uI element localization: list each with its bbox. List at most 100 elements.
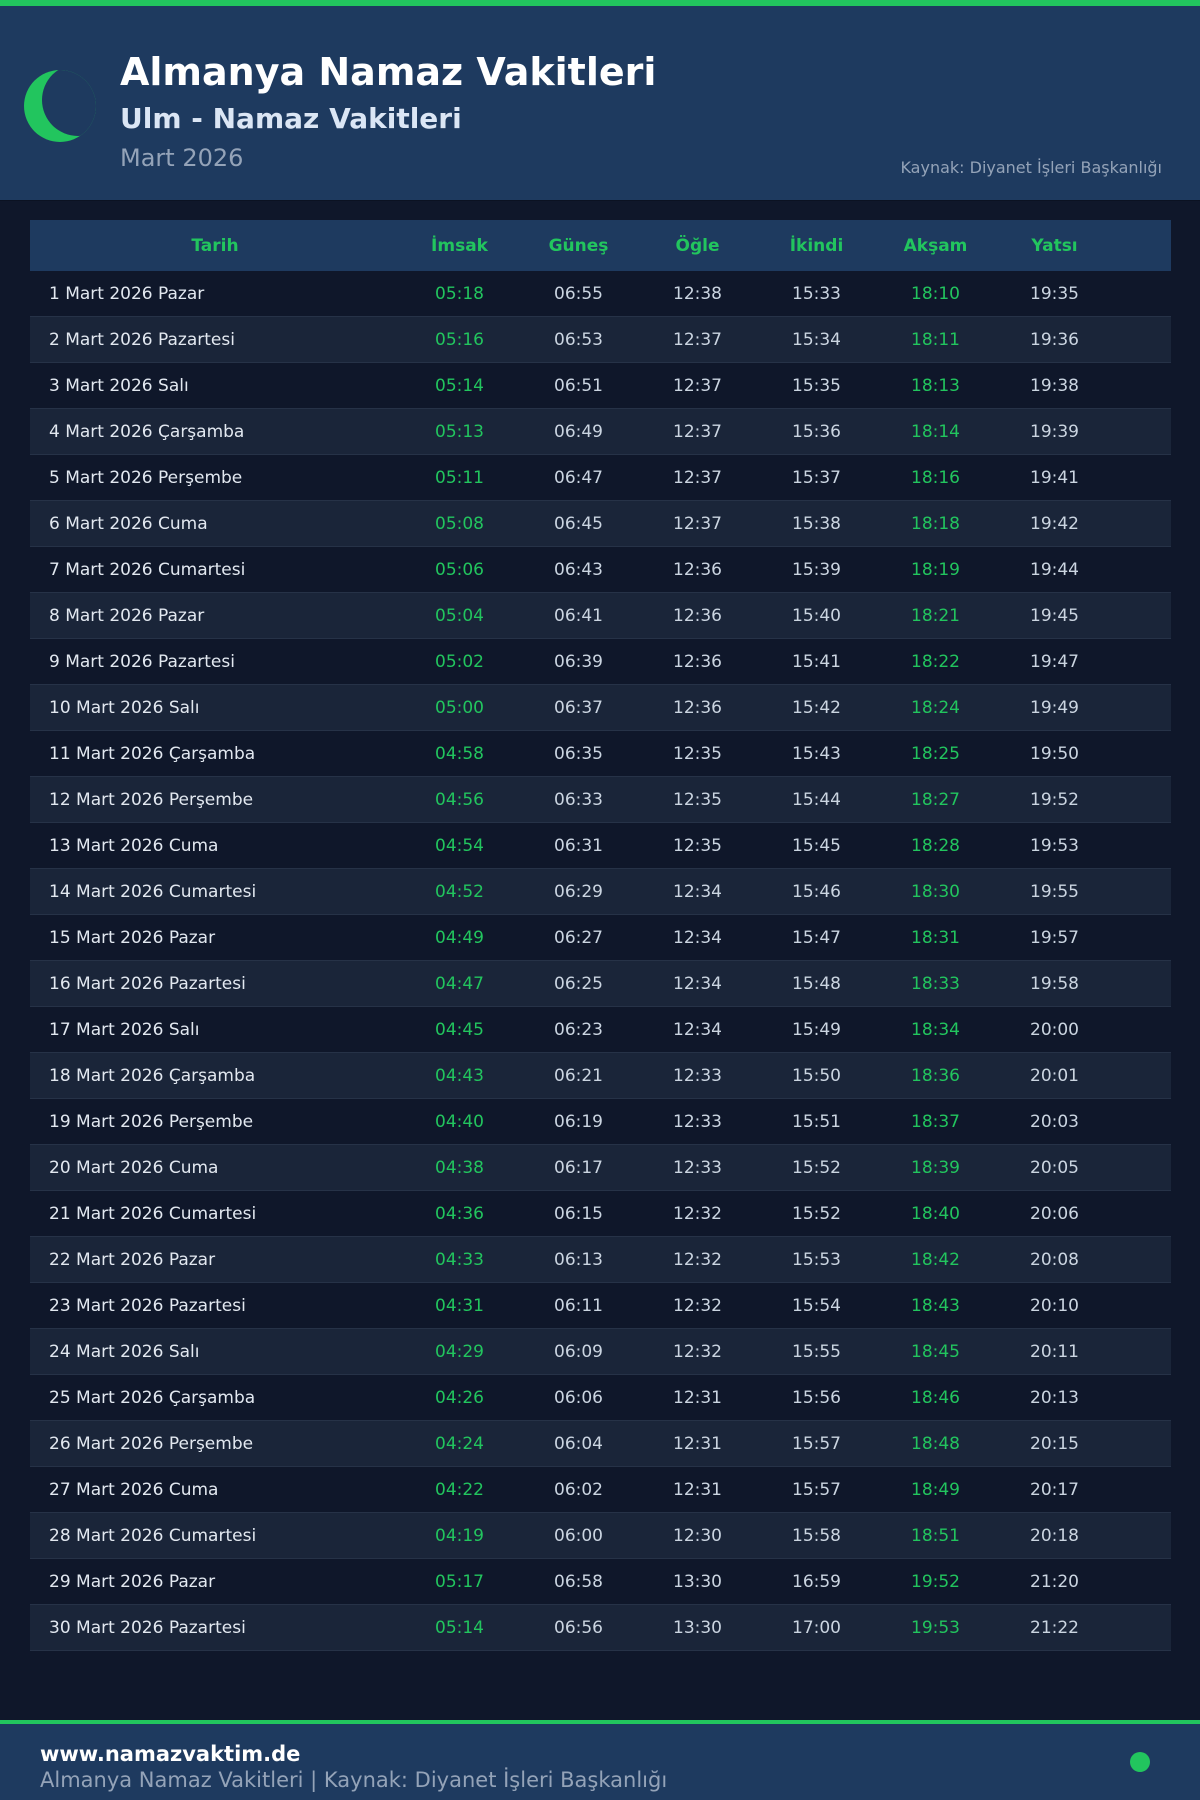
footer-site-link[interactable]: www.namazvaktim.de xyxy=(40,1742,301,1766)
table-row: 15 Mart 2026 Pazar 04:49 06:27 12:34 15:47 18… xyxy=(30,915,1171,961)
cell-date: 4 Mart 2026 Çarşamba xyxy=(49,421,245,442)
source-label: Kaynak: Diyanet İşleri Başkanlığı xyxy=(900,158,1162,177)
cell-ikindi: 15:41 xyxy=(792,651,841,672)
table-body: 1 Mart 2026 Pazar 05:18 06:55 12:38 15:33 18:… xyxy=(30,271,1171,1651)
cell-ogle: 13:30 xyxy=(673,1617,722,1638)
cell-date: 13 Mart 2026 Cuma xyxy=(49,835,219,856)
month-label: Mart 2026 xyxy=(120,144,244,172)
cell-gunes: 06:17 xyxy=(554,1157,603,1178)
footer-text: Almanya Namaz Vakitleri | Kaynak: Diyane… xyxy=(40,1768,668,1792)
table-row: 10 Mart 2026 Salı 05:00 06:37 12:36 15:42 18:… xyxy=(30,685,1171,731)
cell-ikindi: 15:51 xyxy=(792,1111,841,1132)
cell-gunes: 06:49 xyxy=(554,421,603,442)
cell-aksam: 18:18 xyxy=(911,513,960,534)
cell-gunes: 06:37 xyxy=(554,697,603,718)
cell-gunes: 06:55 xyxy=(554,283,603,304)
cell-date: 9 Mart 2026 Pazartesi xyxy=(49,651,235,672)
cell-gunes: 06:23 xyxy=(554,1019,603,1040)
table-row: 26 Mart 2026 Perşembe 04:24 06:04 12:31 15:5… xyxy=(30,1421,1171,1467)
cell-date: 22 Mart 2026 Pazar xyxy=(49,1249,216,1270)
table-row: 14 Mart 2026 Cumartesi 04:52 06:29 12:34 15:… xyxy=(30,869,1171,915)
table-row: 8 Mart 2026 Pazar 05:04 06:41 12:36 15:40 18:… xyxy=(30,593,1171,639)
cell-gunes: 06:35 xyxy=(554,743,603,764)
table-row: 9 Mart 2026 Pazartesi 05:02 06:39 12:36 15:4… xyxy=(30,639,1171,685)
cell-ogle: 12:34 xyxy=(673,881,722,902)
cell-imsak: 04:33 xyxy=(435,1249,484,1270)
column-header-imsak: İmsak xyxy=(431,235,488,256)
cell-ogle: 12:31 xyxy=(673,1479,722,1500)
cell-ikindi: 15:55 xyxy=(792,1341,841,1362)
cell-aksam: 18:43 xyxy=(911,1295,960,1316)
cell-ogle: 12:34 xyxy=(673,973,722,994)
cell-imsak: 05:02 xyxy=(435,651,484,672)
cell-yatsi: 19:53 xyxy=(1030,835,1079,856)
cell-ikindi: 15:52 xyxy=(792,1157,841,1178)
cell-yatsi: 21:20 xyxy=(1030,1571,1079,1592)
column-header-gunes: Güneş xyxy=(548,235,609,256)
cell-date: 6 Mart 2026 Cuma xyxy=(49,513,208,534)
page-title: Almanya Namaz Vakitleri xyxy=(120,50,657,94)
cell-ogle: 12:34 xyxy=(673,1019,722,1040)
cell-aksam: 18:51 xyxy=(911,1525,960,1546)
table-header: Tarih İmsak Güneş Öğle İkindi Akşam Yats… xyxy=(30,220,1171,271)
cell-imsak: 04:24 xyxy=(435,1433,484,1454)
table-row: 18 Mart 2026 Çarşamba 04:43 06:21 12:33 15:5… xyxy=(30,1053,1171,1099)
cell-ogle: 12:35 xyxy=(673,789,722,810)
cell-yatsi: 21:22 xyxy=(1030,1617,1079,1638)
cell-imsak: 05:17 xyxy=(435,1571,484,1592)
cell-ikindi: 15:38 xyxy=(792,513,841,534)
cell-gunes: 06:11 xyxy=(554,1295,603,1316)
cell-ogle: 12:30 xyxy=(673,1525,722,1546)
table-row: 4 Mart 2026 Çarşamba 05:13 06:49 12:37 15:36… xyxy=(30,409,1171,455)
cell-imsak: 04:52 xyxy=(435,881,484,902)
cell-ogle: 12:31 xyxy=(673,1433,722,1454)
cell-date: 25 Mart 2026 Çarşamba xyxy=(49,1387,256,1408)
cell-ikindi: 15:36 xyxy=(792,421,841,442)
cell-ogle: 12:32 xyxy=(673,1341,722,1362)
cell-yatsi: 20:00 xyxy=(1030,1019,1079,1040)
cell-date: 15 Mart 2026 Pazar xyxy=(49,927,216,948)
cell-yatsi: 19:57 xyxy=(1030,927,1079,948)
cell-ogle: 12:32 xyxy=(673,1295,722,1316)
cell-yatsi: 19:47 xyxy=(1030,651,1079,672)
cell-imsak: 04:58 xyxy=(435,743,484,764)
cell-ogle: 12:33 xyxy=(673,1111,722,1132)
cell-yatsi: 20:03 xyxy=(1030,1111,1079,1132)
column-header-aksam: Akşam xyxy=(903,235,968,256)
cell-gunes: 06:56 xyxy=(554,1617,603,1638)
cell-aksam: 18:28 xyxy=(911,835,960,856)
cell-imsak: 04:38 xyxy=(435,1157,484,1178)
cell-gunes: 06:27 xyxy=(554,927,603,948)
cell-ikindi: 15:58 xyxy=(792,1525,841,1546)
cell-ogle: 12:34 xyxy=(673,927,722,948)
cell-date: 14 Mart 2026 Cumartesi xyxy=(49,881,257,902)
column-header-ogle: Öğle xyxy=(675,235,720,256)
cell-imsak: 05:04 xyxy=(435,605,484,626)
table-row: 2 Mart 2026 Pazartesi 05:16 06:53 12:37 15:3… xyxy=(30,317,1171,363)
table-row: 1 Mart 2026 Pazar 05:18 06:55 12:38 15:33 18:… xyxy=(30,271,1171,317)
cell-imsak: 04:19 xyxy=(435,1525,484,1546)
cell-ikindi: 15:39 xyxy=(792,559,841,580)
cell-gunes: 06:39 xyxy=(554,651,603,672)
column-header-date: Tarih xyxy=(191,235,239,256)
table-row: 3 Mart 2026 Salı 05:14 06:51 12:37 15:35 18:1… xyxy=(30,363,1171,409)
cell-ogle: 12:33 xyxy=(673,1065,722,1086)
cell-yatsi: 20:15 xyxy=(1030,1433,1079,1454)
cell-imsak: 04:56 xyxy=(435,789,484,810)
cell-date: 29 Mart 2026 Pazar xyxy=(49,1571,216,1592)
cell-ogle: 12:37 xyxy=(673,421,722,442)
cell-imsak: 05:14 xyxy=(435,375,484,396)
cell-imsak: 05:14 xyxy=(435,1617,484,1638)
cell-ikindi: 15:49 xyxy=(792,1019,841,1040)
cell-aksam: 18:48 xyxy=(911,1433,960,1454)
cell-aksam: 18:24 xyxy=(911,697,960,718)
cell-date: 28 Mart 2026 Cumartesi xyxy=(49,1525,257,1546)
cell-ikindi: 15:46 xyxy=(792,881,841,902)
cell-ogle: 12:36 xyxy=(673,559,722,580)
cell-ogle: 12:35 xyxy=(673,743,722,764)
cell-date: 19 Mart 2026 Perşembe xyxy=(49,1111,254,1132)
cell-gunes: 06:00 xyxy=(554,1525,603,1546)
prayer-times-table: Tarih İmsak Güneş Öğle İkindi Akşam Yats… xyxy=(30,220,1171,1651)
cell-yatsi: 19:39 xyxy=(1030,421,1079,442)
cell-date: 20 Mart 2026 Cuma xyxy=(49,1157,219,1178)
